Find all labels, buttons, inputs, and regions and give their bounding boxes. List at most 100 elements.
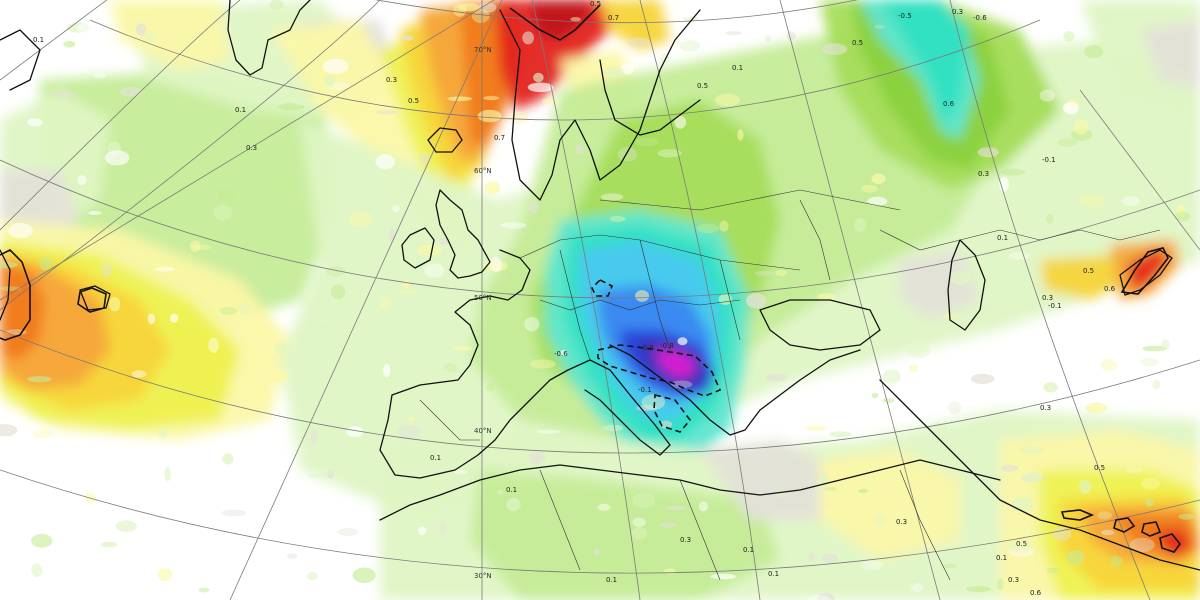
field-speckle bbox=[322, 58, 349, 74]
field-speckle bbox=[664, 505, 687, 511]
field-speckle bbox=[425, 275, 450, 291]
field-speckle bbox=[1011, 497, 1034, 512]
field-speckle bbox=[659, 522, 678, 528]
field-speckle bbox=[8, 223, 33, 239]
field-speckle bbox=[874, 24, 885, 29]
field-speckle bbox=[490, 256, 502, 273]
anomaly-region bbox=[820, 450, 960, 560]
country-border bbox=[599, 189, 901, 211]
field-speckle bbox=[529, 451, 546, 465]
field-speckle bbox=[439, 237, 449, 246]
field-speckle bbox=[307, 97, 332, 104]
coast-greenland-north bbox=[0, 29, 41, 91]
positive-isoline bbox=[1159, 533, 1182, 553]
contour-label: 0.1 bbox=[768, 570, 779, 578]
field-speckle bbox=[817, 592, 835, 600]
field-speckle bbox=[871, 392, 879, 399]
field-speckle bbox=[1084, 44, 1104, 59]
field-speckle bbox=[725, 31, 742, 36]
field-speckle bbox=[786, 31, 796, 41]
coast-adriatic-balkans bbox=[609, 344, 861, 436]
field-speckle bbox=[346, 426, 364, 438]
contour-label: -0.5 bbox=[898, 12, 912, 20]
field-speckle bbox=[418, 152, 432, 165]
field-speckle bbox=[395, 553, 406, 561]
field-speckle bbox=[615, 96, 623, 113]
field-speckle bbox=[31, 533, 53, 548]
field-speckle bbox=[484, 181, 500, 195]
country-border bbox=[879, 229, 1161, 251]
field-speckle bbox=[221, 509, 247, 517]
field-speckle bbox=[1058, 138, 1078, 147]
coast-azores bbox=[79, 285, 111, 311]
field-speckle bbox=[1133, 327, 1143, 342]
parallel-line bbox=[89, 19, 1041, 121]
field-speckle bbox=[527, 82, 554, 93]
coast-italy bbox=[567, 359, 671, 456]
contour-label: 0.6 bbox=[1104, 285, 1116, 293]
country-border bbox=[899, 469, 951, 581]
field-speckle bbox=[477, 109, 502, 123]
contour-label: 0.5 bbox=[1094, 464, 1105, 472]
contour-label: 0.1 bbox=[33, 36, 44, 44]
coast-ireland bbox=[401, 227, 435, 269]
positive-isoline bbox=[509, 4, 601, 41]
positive-isoline bbox=[1113, 517, 1136, 533]
field-speckle bbox=[63, 40, 76, 48]
field-speckle bbox=[575, 144, 584, 154]
field-speckle bbox=[484, 486, 496, 493]
field-speckle bbox=[396, 288, 418, 295]
country-border bbox=[559, 249, 591, 361]
field-speckle bbox=[154, 267, 175, 272]
country-border bbox=[799, 199, 831, 281]
field-speckle bbox=[39, 256, 53, 271]
field-speckle bbox=[522, 31, 534, 45]
field-speckle bbox=[943, 313, 960, 320]
anomaly-region bbox=[1128, 248, 1168, 292]
coast-finland bbox=[599, 59, 701, 136]
field-speckle bbox=[85, 492, 97, 503]
field-speckle bbox=[219, 307, 238, 315]
coast-scandinavia bbox=[499, 9, 701, 201]
contour-label: 0.1 bbox=[996, 554, 1007, 562]
field-speckle bbox=[871, 173, 886, 185]
field-speckle bbox=[105, 150, 130, 166]
field-speckle bbox=[269, 0, 284, 10]
contour-labels: 0.1 0.3 0.1 0.7 0.5 0.3 0.5 0.7 0.5 0.5 … bbox=[33, 0, 1116, 597]
field-speckle bbox=[627, 37, 651, 48]
meridian-line bbox=[779, 0, 941, 600]
field-speckle bbox=[631, 527, 648, 540]
field-speckle bbox=[1140, 357, 1159, 367]
field-speckle bbox=[324, 74, 336, 88]
contour-label: 0.6 bbox=[1030, 589, 1042, 597]
field-speckle bbox=[1046, 567, 1060, 574]
field-speckle bbox=[388, 228, 396, 243]
field-speckle bbox=[1063, 102, 1079, 115]
field-speckle bbox=[698, 501, 709, 512]
contour-label: 0.1 bbox=[606, 576, 617, 584]
contour-label: 0.3 bbox=[246, 144, 257, 152]
field-speckle bbox=[817, 293, 837, 301]
negative-isoline bbox=[597, 344, 722, 397]
field-speckle bbox=[208, 337, 219, 353]
field-speckle bbox=[238, 303, 251, 315]
country-border bbox=[679, 479, 721, 581]
field-speckle bbox=[1039, 89, 1055, 102]
field-speckle bbox=[88, 211, 102, 215]
field-speckle bbox=[710, 573, 736, 580]
field-speckle bbox=[1046, 213, 1054, 224]
field-speckle bbox=[164, 467, 171, 482]
field-speckle bbox=[977, 147, 999, 158]
field-speckle bbox=[0, 424, 18, 437]
field-speckle bbox=[603, 424, 623, 432]
contour-label: 0.1 bbox=[235, 106, 246, 114]
field-speckle bbox=[634, 137, 659, 146]
field-speckle bbox=[529, 359, 556, 369]
contour-label: 0.3 bbox=[978, 170, 989, 178]
field-speckle bbox=[157, 568, 173, 582]
field-speckle bbox=[352, 567, 376, 584]
coast-iceland bbox=[427, 127, 463, 153]
field-speckle bbox=[1121, 196, 1141, 206]
